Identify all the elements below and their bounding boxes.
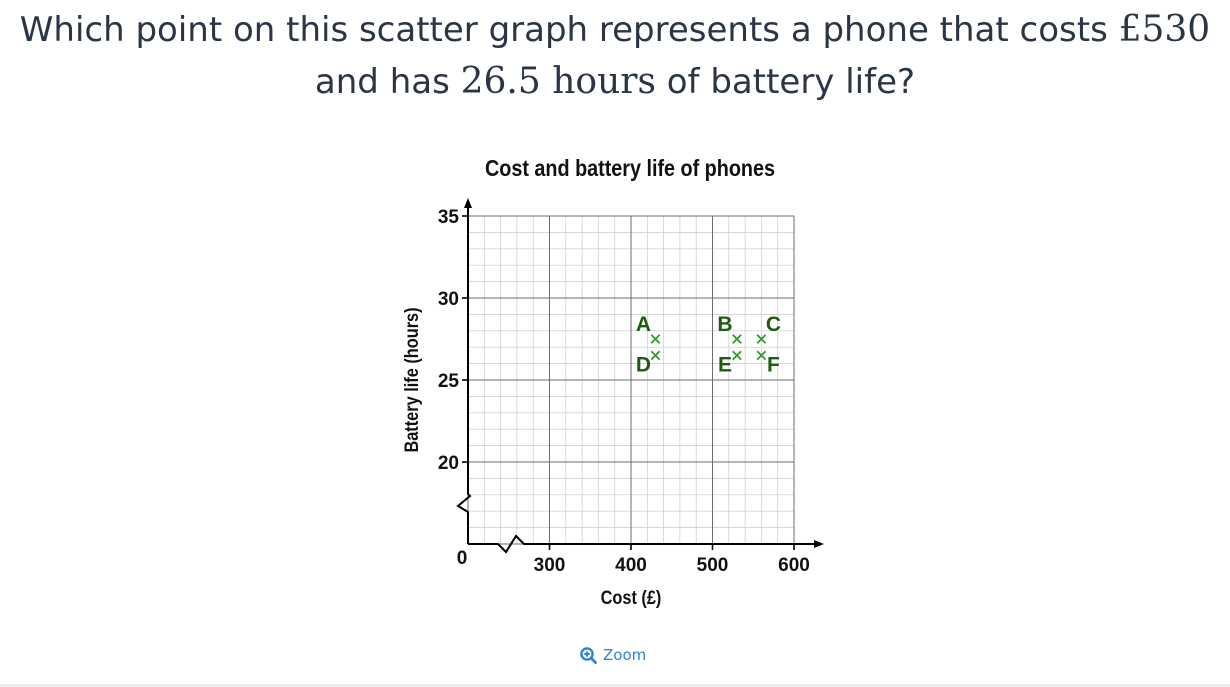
zoom-label: Zoom [603,646,647,664]
question-cost: £530 [1118,9,1211,50]
question-part-2: and has [314,62,461,102]
x-axis-label: Cost (£) [601,587,662,608]
point-c [756,334,767,344]
question-hours: 26.5 hours [460,61,656,102]
question-text: Which point on this scatter graph repres… [0,4,1230,108]
x-tick-label: 600 [778,555,810,576]
origin-label: 0 [457,548,468,569]
x-tick-label: 300 [534,555,566,576]
axes [456,198,824,554]
question-line-2: and has 26.5 hours of battery life? [0,56,1230,108]
y-axis-line [456,208,472,544]
question-line-1: Which point on this scatter graph repres… [0,4,1230,56]
y-tick-label: 20 [438,453,459,474]
y-axis-arrow [464,198,472,208]
data-points: AD BE CF [636,313,781,376]
point-e [732,350,742,361]
question-part-1: Which point on this scatter graph repres… [19,10,1119,50]
zoom-in-icon [580,646,597,664]
tick-labels: 20 25 30 35 300 400 500 600 0 [438,207,810,576]
zoom-button[interactable]: Zoom [580,646,646,664]
point-d [650,350,661,361]
point-label: C [766,313,781,336]
point-label: A [636,313,651,336]
bottom-divider [0,684,1230,687]
point-label: F [767,353,780,376]
point-marker [650,350,661,361]
x-tick-label: 400 [615,555,647,576]
point-label: D [636,353,651,376]
chart-title: Cost and battery life of phones [485,156,775,182]
question-part-3: of battery life? [655,62,916,102]
x-axis-arrow [814,540,824,548]
point-label: B [717,313,732,336]
point-marker [756,334,767,344]
scatter-chart-svg: 20 25 30 35 300 400 500 600 0 AD BE CF Cost and ba… [401,156,824,608]
y-axis-label: Battery life (hours) [401,307,422,452]
point-b [732,334,742,344]
point-a [650,334,661,344]
point-marker [732,350,742,361]
y-tick-label: 25 [438,371,460,392]
x-axis-line [468,534,814,554]
point-marker [650,334,661,344]
y-tick-label: 35 [438,207,460,228]
point-label: E [718,353,732,376]
y-tick-label: 30 [438,289,459,310]
point-marker [732,334,742,344]
point-marker [756,350,767,361]
x-tick-label: 500 [697,555,729,576]
point-f [756,350,767,361]
